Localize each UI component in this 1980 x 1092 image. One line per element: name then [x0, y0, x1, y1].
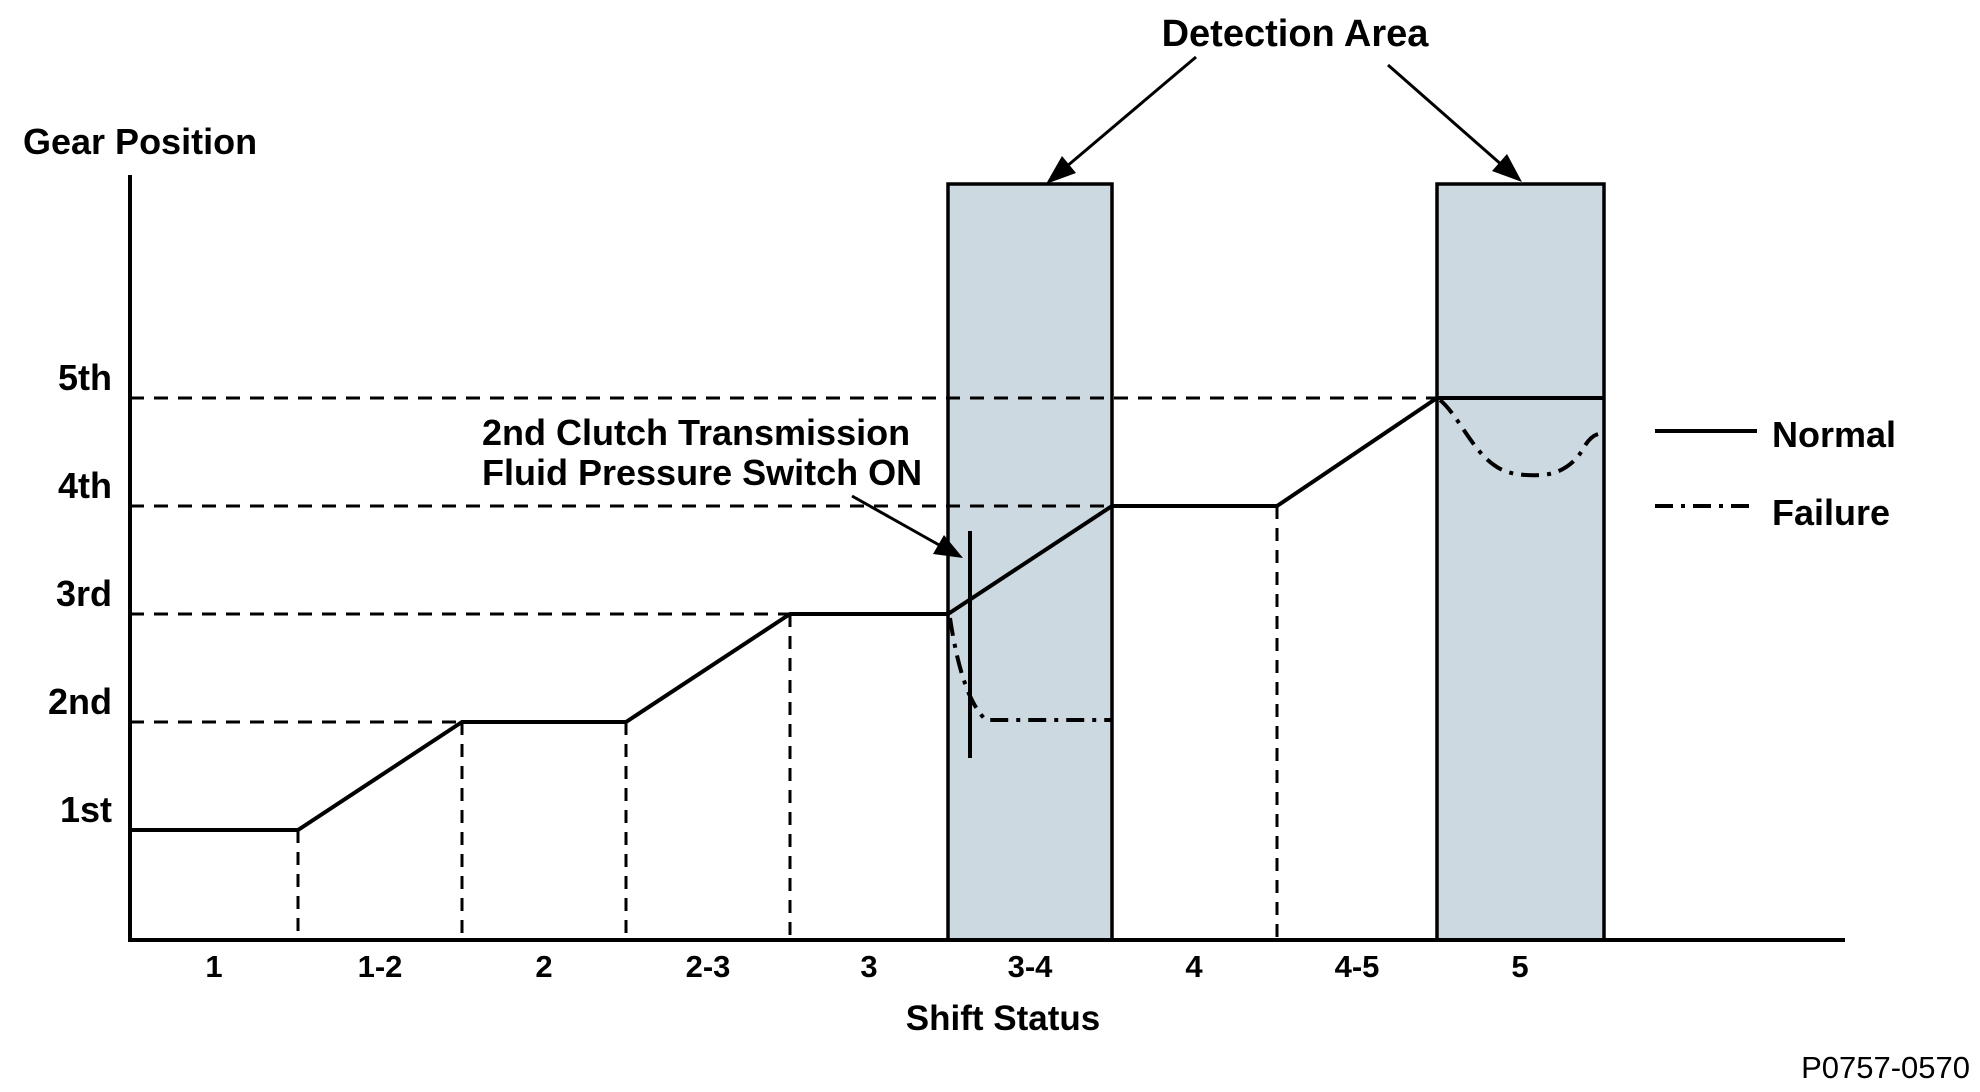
legend-failure-label: Failure	[1772, 492, 1890, 533]
detection-area-bar-5	[1435, 182, 1606, 942]
x-axis-title: Shift Status	[906, 999, 1100, 1038]
axes	[128, 175, 1845, 942]
x-tick-4-5: 4-5	[1335, 949, 1380, 984]
detection-annotation: Detection Area	[1046, 13, 1522, 184]
switch-annotation-line1: 2nd Clutch Transmission	[482, 412, 910, 453]
detection-areas	[946, 182, 1606, 942]
detection-arrow-left-head	[1046, 156, 1076, 184]
x-tick-2: 2	[535, 949, 552, 984]
x-tick-4: 4	[1185, 949, 1203, 984]
y-tick-2nd: 2nd	[48, 681, 112, 722]
y-tick-1st: 1st	[60, 789, 112, 830]
x-tick-1-2: 1-2	[358, 949, 403, 984]
y-tick-5th: 5th	[58, 357, 112, 398]
x-tick-1: 1	[205, 949, 222, 984]
x-tick-3: 3	[860, 949, 877, 984]
switch-annotation-arrow-line	[851, 494, 949, 552]
switch-annotation-arrow-head	[933, 535, 963, 558]
detection-arrow-right-line	[1387, 63, 1504, 168]
x-tick-5: 5	[1511, 949, 1528, 984]
normal-line	[130, 396, 1604, 832]
switch-annotation: 2nd Clutch Transmission Fluid Pressure S…	[482, 412, 963, 558]
y-tick-4th: 4th	[58, 465, 112, 506]
y-tick-labels: 5th 4th 3rd 2nd 1st	[48, 357, 112, 830]
detection-arrow-left-line	[1065, 55, 1197, 169]
x-tick-3-4: 3-4	[1008, 949, 1054, 984]
gear-gridlines	[130, 396, 1437, 724]
figure-code: P0757-0570	[1801, 1050, 1970, 1085]
x-tick-labels: 1 1-2 2 2-3 3 3-4 4 4-5 5	[205, 949, 1528, 984]
detection-arrow-right-head	[1492, 154, 1522, 182]
x-tick-2-3: 2-3	[686, 949, 731, 984]
legend: Normal Failure	[1655, 414, 1896, 533]
legend-normal-label: Normal	[1772, 414, 1896, 455]
failure-line-region-5	[1438, 398, 1599, 478]
switch-annotation-line2: Fluid Pressure Switch ON	[482, 452, 922, 493]
detection-area-title: Detection Area	[1162, 13, 1430, 55]
y-tick-3rd: 3rd	[56, 573, 112, 614]
y-axis-title: Gear Position	[23, 121, 257, 162]
region-boundary-lines	[296, 506, 1279, 940]
